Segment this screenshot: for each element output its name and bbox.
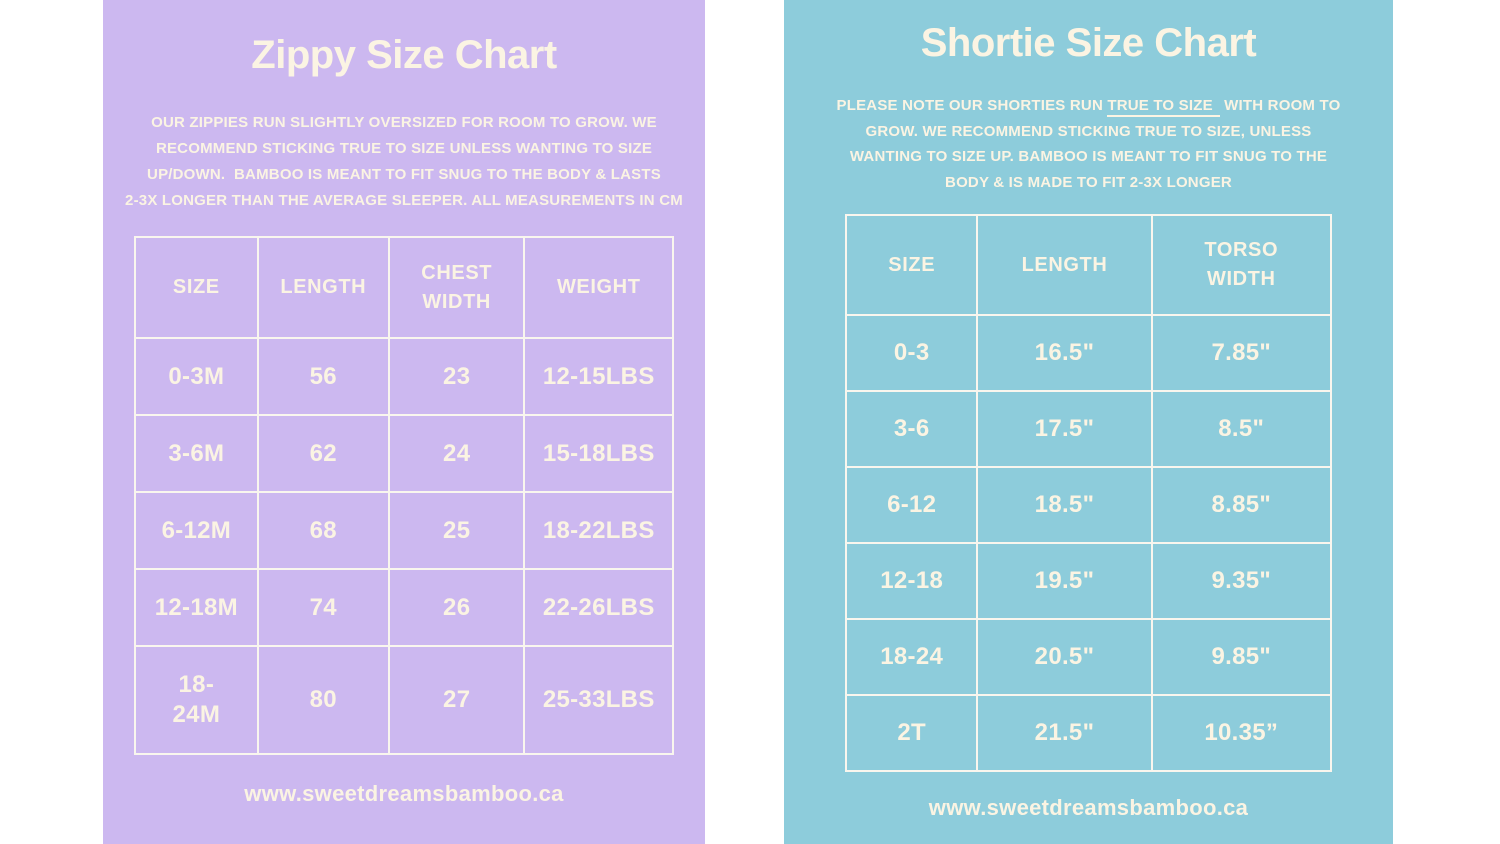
table-cell: 10.35” — [1150, 694, 1333, 772]
zippy-header-chest-width: CHEST WIDTH — [387, 236, 526, 339]
table-row: 12-18 19.5" 9.35" — [844, 542, 1333, 620]
table-row: 0-3 16.5" 7.85" — [844, 314, 1333, 392]
zippy-note-line: UP/DOWN. BAMBOO IS MEANT TO FIT SNUG TO … — [147, 166, 661, 183]
table-cell: 3-6M — [134, 414, 259, 493]
table-cell: 68 — [256, 491, 390, 570]
table-cell: 7.85" — [1150, 314, 1333, 392]
shortie-header-torso-width: TORSO WIDTH — [1150, 214, 1333, 316]
zippy-note-line: OUR ZIPPIES RUN SLIGHTLY OVERSIZED FOR R… — [151, 114, 657, 131]
table-cell: 27 — [387, 645, 526, 755]
table-cell: 18.5" — [976, 466, 1153, 544]
table-row: 18- 24M 80 27 25-33LBS — [134, 645, 674, 755]
zippy-website-text: www.sweetdreamsbamboo.ca — [244, 781, 564, 806]
zippy-header-weight: WEIGHT — [523, 236, 674, 339]
table-cell: 25-33LBS — [523, 645, 674, 755]
table-cell: 18-22LBS — [523, 491, 674, 570]
table-header-row: SIZE LENGTH CHEST WIDTH WEIGHT — [134, 236, 674, 339]
table-row: 6-12M 68 25 18-22LBS — [134, 491, 674, 570]
shortie-note-line: GROW. WE RECOMMEND STICKING TRUE TO SIZE… — [865, 122, 1312, 140]
table-cell: 80 — [256, 645, 390, 755]
table-cell: 15-18LBS — [523, 414, 674, 493]
shortie-header-length: LENGTH — [976, 214, 1153, 316]
zippy-title: Zippy Size Chart — [251, 33, 557, 77]
zippy-note-line: 2-3X LONGER THAN THE AVERAGE SLEEPER. AL… — [125, 192, 683, 209]
shortie-website-text: www.sweetdreamsbamboo.ca — [928, 795, 1249, 820]
table-cell: 26 — [387, 568, 526, 647]
zippy-panel: Zippy Size Chart OUR ZIPPIES RUN SLIGHTL… — [103, 0, 705, 844]
table-cell: 25 — [387, 491, 526, 570]
table-cell: 24 — [387, 414, 526, 493]
table-row: 18-24 20.5" 9.85" — [844, 618, 1333, 696]
table-cell: 19.5" — [976, 542, 1153, 620]
note-text: PLEASE NOTE OUR SHORTIES RUN — [836, 97, 1108, 114]
table-cell: 3-6 — [844, 390, 979, 468]
shortie-panel: Shortie Size Chart PLEASE NOTE OUR SHORT… — [784, 0, 1393, 844]
table-row: 6-12 18.5" 8.85" — [844, 466, 1333, 544]
shortie-note-line: WANTING TO SIZE UP. BAMBOO IS MEANT TO F… — [849, 148, 1328, 165]
zippy-note: OUR ZIPPIES RUN SLIGHTLY OVERSIZED FOR R… — [103, 110, 705, 214]
table-row: 0-3M 56 23 12-15LBS — [134, 337, 674, 416]
table-cell: 8.5" — [1150, 390, 1333, 468]
table-cell: 6-12M — [134, 491, 259, 570]
table-cell: 9.85" — [1150, 618, 1333, 696]
true-to-size-underlined-text: TRUE TO SIZE — [1107, 97, 1220, 117]
table-cell: 0-3M — [134, 337, 259, 416]
table-cell: 17.5" — [976, 390, 1153, 468]
table-row: 2T 21.5" 10.35” — [844, 694, 1333, 772]
zippy-header-length: LENGTH — [256, 236, 390, 339]
table-cell: 18-24 — [844, 618, 979, 696]
table-row: 3-6M 62 24 15-18LBS — [134, 414, 674, 493]
table-cell: 12-15LBS — [523, 337, 674, 416]
table-cell: 12-18 — [844, 542, 979, 620]
table-cell: 62 — [256, 414, 390, 493]
table-cell: 0-3 — [844, 314, 979, 392]
shortie-note: PLEASE NOTE OUR SHORTIES RUN TRUE TO SIZ… — [784, 93, 1393, 195]
table-cell: 74 — [256, 568, 390, 647]
table-cell: 8.85" — [1150, 466, 1333, 544]
table-row: 3-6 17.5" 8.5" — [844, 390, 1333, 468]
table-cell: 21.5" — [976, 694, 1153, 772]
shortie-size-table: SIZE LENGTH TORSO WIDTH 0-3 16.5" 7.85" … — [844, 214, 1333, 772]
shortie-note-line: PLEASE NOTE OUR SHORTIES RUN TRUE TO SIZ… — [784, 93, 1393, 119]
shortie-note-line: BODY & IS MADE TO FIT 2-3X LONGER — [945, 173, 1232, 191]
table-cell: 9.35" — [1150, 542, 1333, 620]
table-cell: 56 — [256, 337, 390, 416]
table-cell: 12-18M — [134, 568, 259, 647]
shortie-header-size: SIZE — [844, 214, 979, 316]
note-text: WITH ROOM TO — [1219, 97, 1341, 114]
table-cell: 18- 24M — [134, 645, 259, 755]
table-cell: 6-12 — [844, 466, 979, 544]
zippy-header-size: SIZE — [134, 236, 259, 339]
table-row: 12-18M 74 26 22-26LBS — [134, 568, 674, 647]
shortie-title: Shortie Size Chart — [920, 21, 1257, 65]
table-cell: 23 — [387, 337, 526, 416]
table-cell: 16.5" — [976, 314, 1153, 392]
table-cell: 22-26LBS — [523, 568, 674, 647]
zippy-size-table: SIZE LENGTH CHEST WIDTH WEIGHT 0-3M 56 2… — [134, 236, 674, 755]
zippy-note-line: RECOMMEND STICKING TRUE TO SIZE UNLESS W… — [155, 140, 653, 157]
table-cell: 2T — [844, 694, 979, 772]
table-cell: 20.5" — [976, 618, 1153, 696]
table-header-row: SIZE LENGTH TORSO WIDTH — [844, 214, 1333, 316]
